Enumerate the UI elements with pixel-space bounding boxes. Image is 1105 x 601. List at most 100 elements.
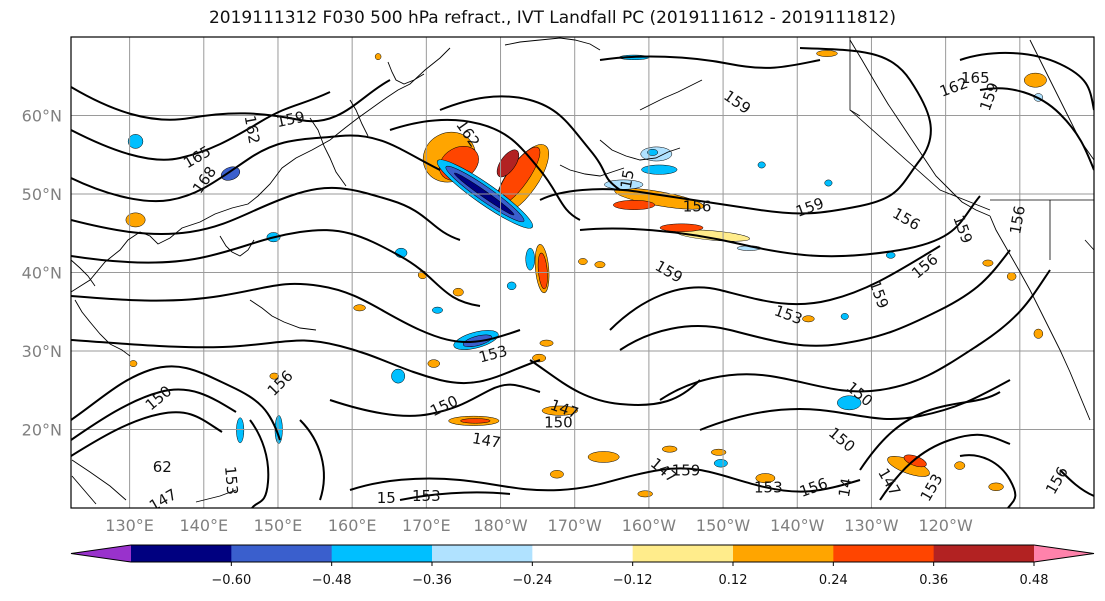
colorbar-segment [131,545,232,562]
lon-tick-label: 170°W [548,516,603,535]
shading-patch [236,417,245,444]
contour-label: 153 [754,479,783,497]
contour-label: 153 [412,487,441,505]
shading-patch [757,161,766,169]
shading-patch [1006,272,1017,281]
shading-patch [506,281,517,291]
lon-tick-label: 120°W [918,516,973,535]
colorbar-tick-label: −0.36 [412,573,452,588]
colorbar-extend-high [1034,545,1094,562]
colorbar: −0.60 −0.48 −0.36 −0.24 −0.12 0.12 0.24 0.36 0.4… [70,544,1095,588]
colorbar-tick-label: −0.48 [312,573,352,588]
shading-patch [1033,328,1044,339]
lon-tick-label: 140°W [770,516,825,535]
shading-patch [587,451,620,463]
contour-label: 159 [275,108,307,132]
colorbar-tick-label: 0.36 [919,573,948,588]
colorbar-segment [833,545,935,562]
lat-tick-label: 40°N [22,264,62,283]
shading-patch [886,251,896,259]
colorbar-segment [632,545,734,562]
shading-patch [374,53,382,61]
contour-label: 153 [221,465,241,495]
lat-tick-label: 20°N [22,421,62,440]
shading-patch [532,353,547,363]
shading-patch [353,304,366,312]
map-title: 2019111312 F030 500 hPa refract., IVT La… [208,8,896,28]
shading-patch [541,405,578,416]
contour-label: 15 [617,168,638,190]
colorbar-tick-label: −0.60 [211,573,251,588]
shading-patch [837,395,862,411]
colorbar-outline [70,544,1095,563]
lon-tick-label: 130°E [105,516,154,535]
shading-patch [614,187,705,210]
shading-patch [269,372,279,380]
colorbar-tick-label: −0.24 [512,573,552,588]
colorbar-segment [331,545,433,562]
lon-tick-label: 160°E [328,516,377,535]
shading-patch [637,490,653,498]
shading-patch [659,223,704,232]
colorbar-tick-label: 0.12 [719,573,748,588]
shading-patch [988,482,1004,491]
latitude-axis: 60°N 50°N 40°N 30°N 20°N [22,107,62,440]
colorbar-extend-low [71,545,131,562]
shading-patch [661,445,678,453]
shading-patch [432,306,443,314]
contour-label: 147 [471,429,502,452]
shading-patch [496,149,520,178]
shading-patch [755,473,776,484]
lon-tick-label: 150°W [696,516,751,535]
shading-patch [613,200,656,210]
contour-label: 62 [153,458,172,476]
shading-patch [1024,72,1047,88]
colorbar-segment [532,545,634,562]
lat-tick-label: 50°N [22,185,62,204]
lat-tick-label: 30°N [22,342,62,361]
contour-label: 156 [1006,204,1029,235]
shading-patch [460,418,491,424]
contour-label: 162 [241,114,264,145]
shading-patch [816,50,838,57]
shading-patch [710,448,727,456]
shading-patch [954,461,966,470]
shading-layer [125,50,1047,498]
lon-tick-label: 160°W [622,516,677,535]
shading-patch [641,164,678,175]
shading-patch [391,368,406,384]
coastlines [71,37,1094,505]
lon-tick-label: 130°W [844,516,899,535]
lon-tick-label: 180°W [473,516,528,535]
contour-label: 159 [672,461,701,479]
shading-patch [539,339,554,347]
shading-patch [578,258,588,265]
contour-label: 14 [835,477,856,499]
contour-label: 150 [544,413,573,431]
shading-patch [452,287,464,297]
shading-patch [903,454,927,468]
shading-patch [127,134,144,149]
shading-patch [125,212,146,228]
longitude-axis: 130°E 140°E 150°E 160°E 170°E 180°W 170°W 160°W… [105,516,973,535]
colorbar-segment [733,545,834,562]
shading-patch [537,252,548,290]
colorbar-tick-label: −0.12 [613,573,653,588]
shading-patch [824,179,833,187]
plot-frame [70,36,1095,509]
shading-patch [840,313,849,320]
lon-tick-label: 170°E [402,516,451,535]
shading-patch [427,359,440,368]
colorbar-segment [933,545,1035,562]
lat-tick-label: 60°N [22,107,62,126]
colorbar-segment [231,545,333,562]
colorbar-tick-label: 0.48 [1020,573,1049,588]
shading-patch [802,315,815,323]
shading-patch [982,259,994,267]
height-contours [71,47,1094,508]
lon-tick-label: 150°E [254,516,303,535]
contour-label: 165 [961,69,990,87]
shading-patch [129,360,138,367]
gridlines [71,37,1094,508]
